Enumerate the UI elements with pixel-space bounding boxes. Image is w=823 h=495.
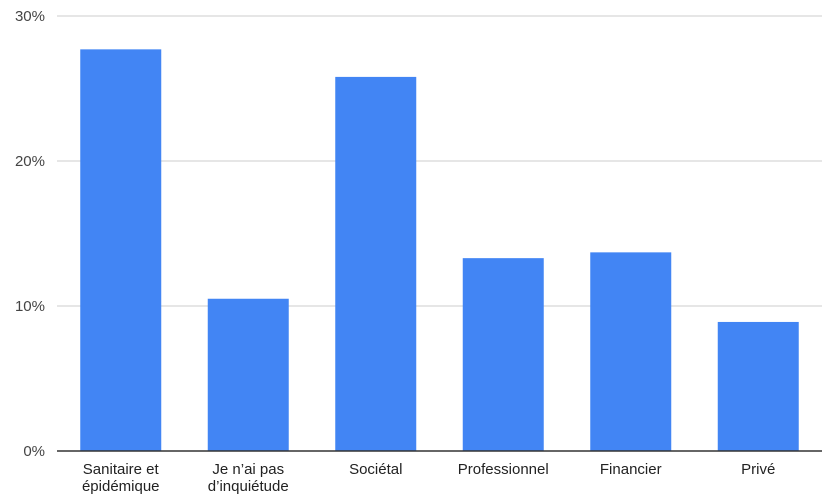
x-category-label: Sanitaire et épidémique: [82, 461, 160, 495]
y-tick-label: 10%: [15, 298, 45, 315]
y-axis-tick-labels: 0% 10% 20% 30%: [15, 8, 45, 460]
bar-1: [207, 298, 289, 451]
x-category-label: Privé: [741, 461, 775, 478]
x-axis-category-labels: Sanitaire et épidémique Je n’ai pas d’inqui…: [82, 461, 775, 495]
bars: [80, 49, 799, 452]
x-category-label: Je n’ai pas d’inquiétude: [208, 461, 289, 495]
gridlines: [57, 15, 822, 307]
bar-3: [462, 258, 544, 451]
bar-2: [335, 76, 417, 452]
x-category-label: Financier: [600, 461, 662, 478]
bar-4: [590, 252, 672, 451]
y-tick-label: 20%: [15, 153, 45, 170]
y-tick-label: 0%: [23, 443, 45, 460]
bar-0: [80, 49, 162, 451]
bar-5: [717, 321, 799, 451]
x-category-label: Professionnel: [458, 461, 549, 478]
x-category-label: Sociétal: [349, 461, 402, 478]
y-tick-label: 30%: [15, 8, 45, 25]
